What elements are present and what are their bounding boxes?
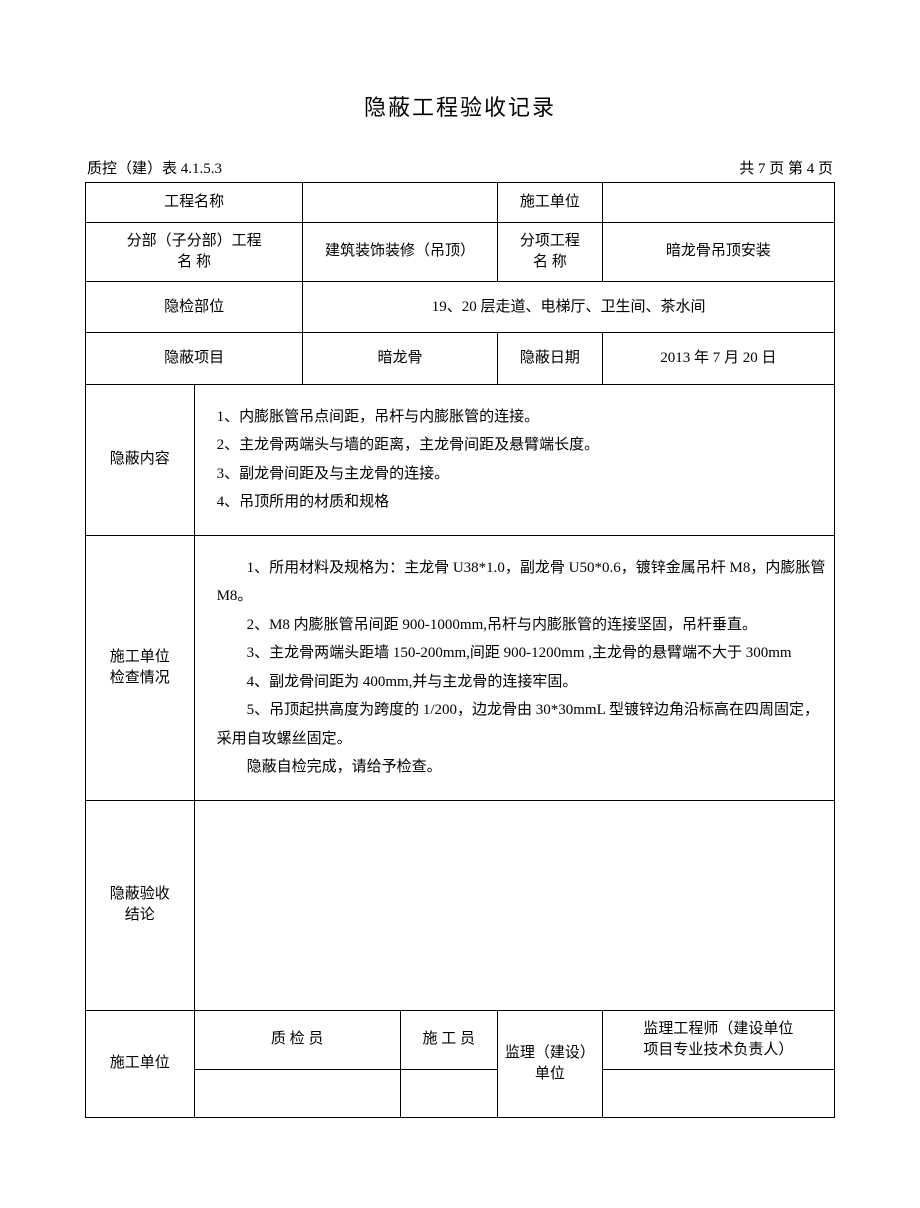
page-title: 隐蔽工程验收记录 bbox=[85, 90, 835, 122]
sig-builder-label: 施 工 员 bbox=[400, 1010, 497, 1069]
hidden-date-value: 2013 年 7 月 20 日 bbox=[602, 333, 834, 385]
item-project-label: 分项工程 名 称 bbox=[497, 222, 602, 281]
table-row: 施工单位 检查情况 1、所用材料及规格为：主龙骨 U38*1.0，副龙骨 U50… bbox=[86, 535, 835, 800]
table-row bbox=[86, 1069, 835, 1117]
sig-engineer-value bbox=[602, 1069, 834, 1117]
construction-unit-label: 施工单位 bbox=[497, 183, 602, 223]
meta-row: 质控（建）表 4.1.5.3 共 7 页 第 4 页 bbox=[85, 157, 835, 178]
conclusion-value bbox=[194, 800, 834, 1010]
table-row: 分部（子分部）工程 名 称 建筑装饰装修（吊顶） 分项工程 名 称 暗龙骨吊顶安… bbox=[86, 222, 835, 281]
sig-construction-unit-label: 施工单位 bbox=[86, 1010, 195, 1117]
item-project-value: 暗龙骨吊顶安装 bbox=[602, 222, 834, 281]
hidden-item-label: 隐蔽项目 bbox=[86, 333, 303, 385]
project-name-label: 工程名称 bbox=[86, 183, 303, 223]
hidden-part-value: 19、20 层走道、电梯厅、卫生间、茶水间 bbox=[303, 281, 835, 333]
sig-engineer-label: 监理工程师（建设单位 项目专业技术负责人） bbox=[602, 1010, 834, 1069]
conclusion-label: 隐蔽验收 结论 bbox=[86, 800, 195, 1010]
table-row: 隐蔽内容 1、内膨胀管吊点间距，吊杆与内膨胀管的连接。 2、主龙骨两端头与墙的距… bbox=[86, 384, 835, 535]
sig-inspector-label: 质 检 员 bbox=[194, 1010, 400, 1069]
hidden-content-value: 1、内膨胀管吊点间距，吊杆与内膨胀管的连接。 2、主龙骨两端头与墙的距离，主龙骨… bbox=[194, 384, 834, 535]
table-row: 施工单位 质 检 员 施 工 员 监理（建设） 单位 监理工程师（建设单位 项目… bbox=[86, 1010, 835, 1069]
hidden-content-label: 隐蔽内容 bbox=[86, 384, 195, 535]
inspection-label: 施工单位 检查情况 bbox=[86, 535, 195, 800]
sub-project-value: 建筑装饰装修（吊顶） bbox=[303, 222, 498, 281]
sig-inspector-value bbox=[194, 1069, 400, 1117]
hidden-date-label: 隐蔽日期 bbox=[497, 333, 602, 385]
sig-builder-value bbox=[400, 1069, 497, 1117]
inspection-value: 1、所用材料及规格为：主龙骨 U38*1.0，副龙骨 U50*0.6，镀锌金属吊… bbox=[194, 535, 834, 800]
sig-supervision-label: 监理（建设） 单位 bbox=[497, 1010, 602, 1117]
hidden-part-label: 隐检部位 bbox=[86, 281, 303, 333]
table-row: 隐蔽项目 暗龙骨 隐蔽日期 2013 年 7 月 20 日 bbox=[86, 333, 835, 385]
sub-project-label: 分部（子分部）工程 名 称 bbox=[86, 222, 303, 281]
table-row: 隐检部位 19、20 层走道、电梯厅、卫生间、茶水间 bbox=[86, 281, 835, 333]
construction-unit-value bbox=[602, 183, 834, 223]
table-row: 隐蔽验收 结论 bbox=[86, 800, 835, 1010]
record-table: 工程名称 施工单位 分部（子分部）工程 名 称 建筑装饰装修（吊顶） 分项工程 … bbox=[85, 182, 835, 1118]
page-info: 共 7 页 第 4 页 bbox=[739, 157, 833, 178]
table-row: 工程名称 施工单位 bbox=[86, 183, 835, 223]
form-code: 质控（建）表 4.1.5.3 bbox=[87, 157, 222, 178]
project-name-value bbox=[303, 183, 498, 223]
hidden-item-value: 暗龙骨 bbox=[303, 333, 498, 385]
